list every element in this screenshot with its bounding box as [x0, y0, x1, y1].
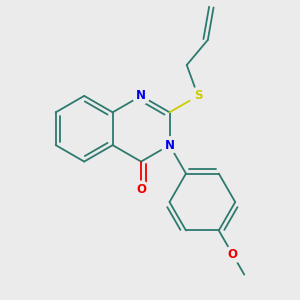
Circle shape: [190, 88, 206, 104]
Circle shape: [133, 181, 149, 198]
Circle shape: [161, 137, 178, 154]
Text: N: N: [164, 139, 175, 152]
Text: N: N: [136, 89, 146, 102]
Text: O: O: [228, 248, 238, 261]
Circle shape: [224, 246, 241, 263]
Circle shape: [133, 88, 149, 104]
Text: S: S: [194, 89, 202, 102]
Text: O: O: [136, 183, 146, 196]
